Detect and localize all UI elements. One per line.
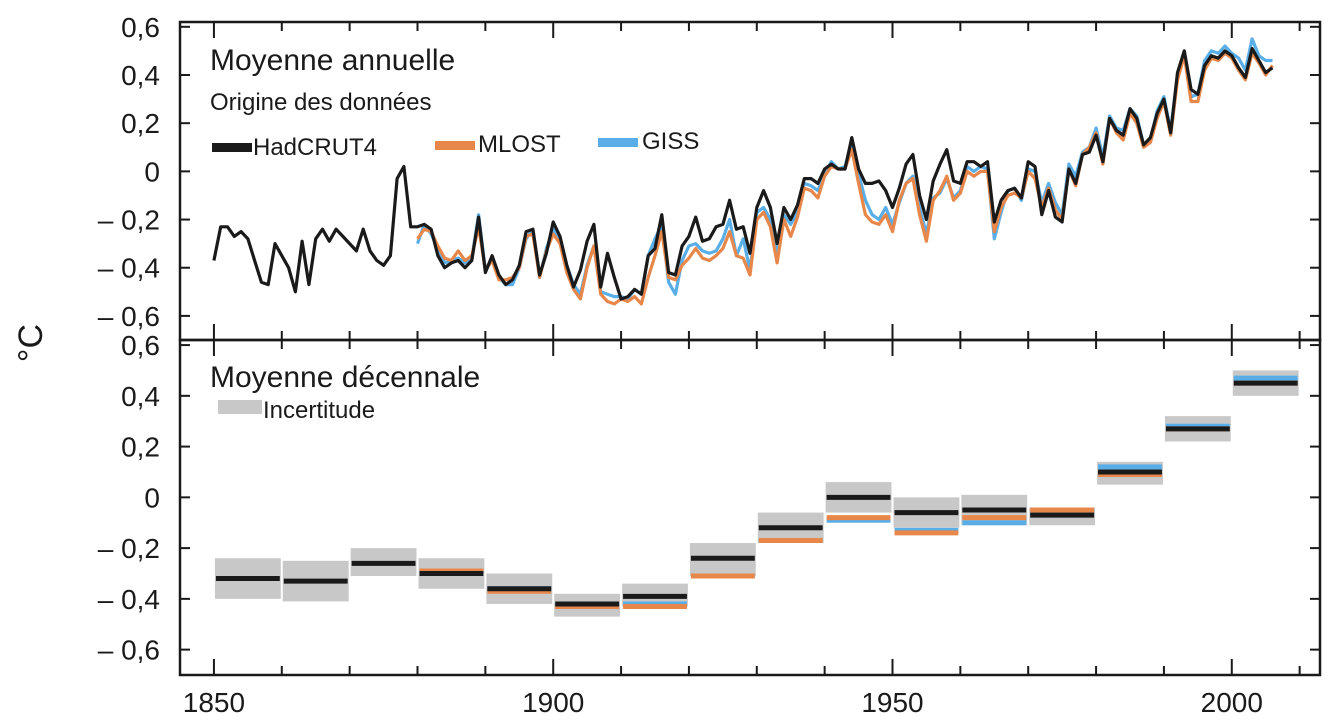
legend-swatch-uncertainty: [218, 400, 262, 414]
series-line-mlost: [416, 51, 1274, 306]
x-tick-label: 1950: [861, 687, 923, 718]
x-tick-label: 1900: [522, 687, 584, 718]
decadal-panel-title: Moyenne décennale: [210, 361, 480, 394]
legend-title: Origine des données: [210, 89, 431, 116]
series-line-hadcrut4: [212, 46, 1274, 301]
legend-swatch-giss: [598, 138, 638, 147]
y-axis-label: °C: [12, 324, 50, 362]
legend-label-uncertainty: Incertitude: [263, 397, 375, 424]
y-tick-label: – 0,6: [98, 635, 160, 666]
legend-label-giss: GISS: [642, 128, 699, 155]
annual-panel-title: Moyenne annuelle: [210, 44, 455, 77]
y-tick-label: 0,4: [121, 60, 160, 91]
y-tick-label: 0,2: [121, 432, 160, 463]
y-tick-label: – 0,6: [98, 301, 160, 332]
x-tick-label: 1850: [183, 687, 245, 718]
legend-label-mlost: MLOST: [478, 131, 561, 158]
y-tick-label: 0,4: [121, 381, 160, 412]
y-tick-label: 0,6: [121, 12, 160, 43]
legend-swatch-hadcrut4: [212, 143, 252, 152]
legend-label-hadcrut4: HadCRUT4: [253, 134, 377, 161]
y-tick-label: – 0,4: [98, 253, 160, 284]
y-tick-label: 0: [144, 482, 160, 513]
y-tick-label: 0: [144, 156, 160, 187]
x-tick-label: 2000: [1201, 687, 1263, 718]
legend-swatch-mlost: [435, 141, 475, 150]
y-tick-label: – 0,4: [98, 584, 160, 615]
y-tick-label: – 0,2: [98, 205, 160, 236]
decadal-panel-frame: [178, 338, 1322, 677]
y-tick-label: – 0,2: [98, 533, 160, 564]
y-tick-label: 0,6: [121, 330, 160, 361]
chart-marks: 0,60,40,20– 0,2– 0,4– 0,60,60,40,20– 0,2…: [98, 12, 1320, 718]
y-tick-label: 0,2: [121, 108, 160, 139]
